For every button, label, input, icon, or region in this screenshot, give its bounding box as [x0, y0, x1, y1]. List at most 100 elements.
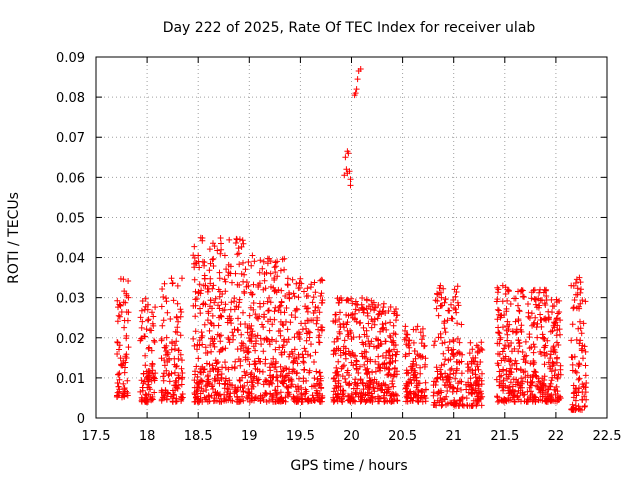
data-point: [502, 397, 509, 404]
data-point: [271, 264, 278, 271]
data-point: [270, 284, 277, 291]
data-point: [501, 345, 507, 352]
data-point: [346, 396, 353, 403]
data-point: [318, 299, 325, 306]
data-point: [151, 389, 158, 396]
data-point: [360, 324, 367, 331]
data-point: [554, 339, 560, 346]
data-point: [494, 316, 501, 323]
data-point: [238, 243, 245, 250]
data-point: [160, 294, 167, 300]
data-point: [123, 335, 130, 342]
data-point: [164, 389, 171, 396]
data-point: [246, 361, 253, 368]
data-point: [376, 308, 383, 315]
data-point: [318, 290, 325, 297]
data-point: [528, 295, 535, 302]
data-point: [453, 367, 460, 374]
data-point: [149, 361, 156, 368]
data-point: [374, 385, 381, 392]
data-point: [577, 300, 584, 307]
data-point: [402, 327, 408, 334]
data-point: [413, 362, 420, 368]
data-point: [121, 288, 128, 295]
data-point: [273, 368, 280, 375]
data-point: [225, 261, 232, 268]
data-point: [557, 393, 563, 400]
data-point: [507, 365, 514, 372]
data-point: [353, 301, 359, 307]
data-point: [372, 358, 379, 365]
data-point: [191, 255, 198, 261]
data-point: [254, 380, 261, 387]
data-point: [280, 342, 287, 349]
data-point: [580, 320, 587, 327]
data-point: [475, 366, 482, 373]
data-point: [141, 306, 148, 313]
grid-lines: [96, 57, 607, 418]
data-point: [406, 350, 413, 357]
data-point: [434, 397, 441, 404]
data-point: [451, 286, 458, 293]
data-point: [299, 395, 306, 402]
data-point: [357, 393, 364, 400]
data-point: [278, 349, 285, 356]
data-point: [352, 398, 359, 405]
data-point: [339, 363, 346, 370]
data-point: [246, 312, 253, 319]
data-point: [173, 313, 180, 320]
data-point: [368, 324, 375, 331]
y-tick-label: 0.05: [56, 211, 85, 226]
data-point: [208, 320, 215, 327]
data-point: [114, 392, 120, 399]
data-point: [165, 372, 172, 379]
data-point: [138, 398, 145, 405]
data-point: [137, 388, 144, 395]
data-point: [442, 356, 449, 363]
data-point: [337, 387, 344, 394]
data-point: [256, 368, 263, 375]
data-point: [411, 377, 418, 384]
data-point: [502, 291, 509, 297]
data-point: [231, 295, 238, 302]
data-point: [117, 302, 124, 309]
data-point: [151, 337, 157, 344]
data-point: [222, 278, 229, 285]
data-point: [402, 351, 409, 358]
data-point: [257, 335, 264, 342]
data-point: [442, 329, 449, 336]
data-point: [211, 299, 218, 306]
data-point: [550, 348, 557, 355]
data-point: [445, 357, 452, 364]
data-point: [373, 335, 380, 342]
data-point: [306, 329, 313, 336]
data-point: [509, 328, 516, 335]
data-point: [271, 277, 278, 283]
data-point: [164, 358, 171, 365]
data-point: [519, 293, 526, 300]
data-point: [248, 322, 255, 329]
data-point: [222, 359, 228, 366]
data-point: [352, 352, 358, 359]
data-point: [356, 307, 362, 314]
data-point: [387, 319, 394, 326]
data-point: [365, 320, 372, 327]
data-point: [216, 275, 223, 282]
data-point: [303, 337, 310, 344]
data-point: [342, 351, 349, 358]
data-point: [286, 295, 293, 302]
data-point: [367, 379, 374, 386]
data-point: [240, 240, 247, 247]
data-point: [571, 297, 578, 303]
data-point: [218, 240, 224, 247]
data-point: [292, 314, 299, 321]
data-point: [161, 280, 168, 287]
data-point: [433, 378, 440, 385]
data-point: [302, 303, 309, 310]
data-point: [542, 383, 549, 390]
data-point: [497, 334, 504, 341]
data-point: [537, 379, 544, 386]
data-point: [238, 342, 245, 349]
data-point: [417, 370, 424, 377]
data-point: [214, 390, 221, 396]
